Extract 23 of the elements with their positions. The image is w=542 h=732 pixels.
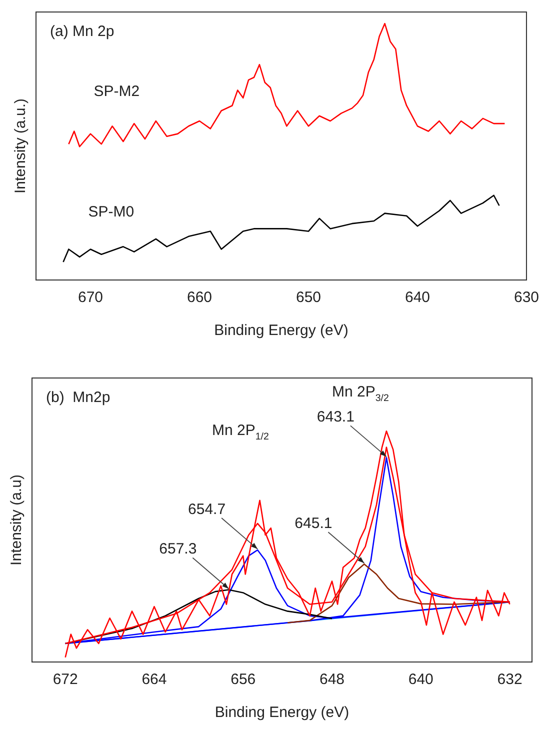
annotation: 645.1 bbox=[294, 515, 332, 532]
series-label: SP-M2 bbox=[94, 83, 140, 100]
x-tick-label: 656 bbox=[230, 671, 256, 688]
x-tick-label: 664 bbox=[142, 671, 167, 688]
annotation: 657.3 bbox=[159, 540, 197, 558]
x-tick-label: 632 bbox=[497, 671, 522, 688]
x-tick-label: 648 bbox=[319, 671, 345, 688]
y-axis-title: Intensity (a.u.) bbox=[12, 98, 30, 194]
x-tick-label: 660 bbox=[186, 289, 212, 306]
x-tick-label: 672 bbox=[52, 671, 78, 688]
x-tick-label: 670 bbox=[78, 289, 104, 306]
chart-title: (b) Mn2p bbox=[46, 389, 110, 406]
x-axis-title: Binding Energy (eV) bbox=[214, 322, 348, 340]
x-tick-label: 630 bbox=[514, 289, 539, 306]
chart-title: (a) Mn 2p bbox=[50, 23, 114, 40]
y-axis-title: Intensity (a.u) bbox=[8, 474, 26, 566]
x-tick-label: 640 bbox=[404, 289, 430, 306]
annotation: 643.1 bbox=[316, 408, 354, 426]
x-axis-title: Binding Energy (eV) bbox=[214, 704, 350, 722]
annotation: 654.7 bbox=[188, 501, 226, 518]
x-tick-label: 640 bbox=[408, 671, 434, 688]
series-label: SP-M0 bbox=[88, 204, 134, 221]
x-tick-label: 650 bbox=[296, 289, 322, 306]
